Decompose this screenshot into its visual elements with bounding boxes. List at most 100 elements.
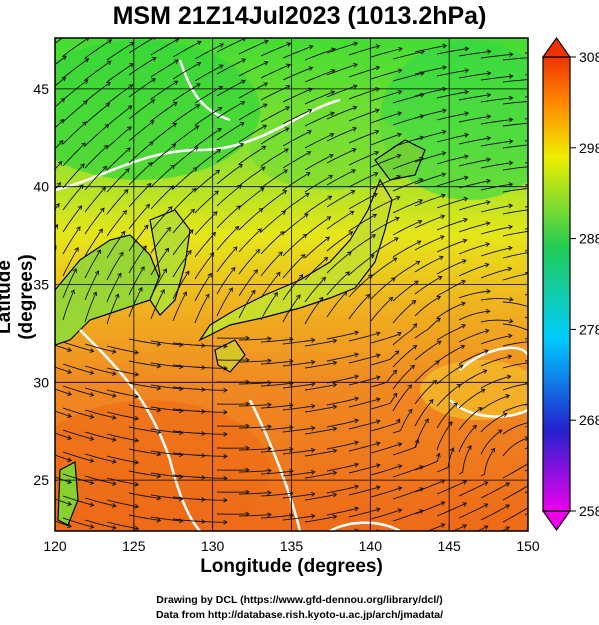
x-tick-label: 145	[437, 538, 461, 554]
streamline-arrowhead	[464, 46, 470, 52]
streamline	[436, 197, 468, 209]
streamline	[55, 344, 72, 352]
streamline-arrowhead	[195, 104, 201, 109]
streamline-arrowhead	[484, 349, 489, 354]
streamline-arrowhead	[353, 41, 359, 47]
streamline	[84, 343, 117, 353]
streamline-arrowhead	[127, 126, 132, 131]
x-tick-label: 150	[516, 538, 540, 554]
streamline	[348, 234, 376, 254]
streamline-arrowhead	[289, 469, 294, 474]
streamline	[216, 101, 245, 119]
streamline	[238, 166, 266, 187]
streamline	[260, 404, 293, 409]
streamline-arrowhead	[349, 210, 355, 216]
streamline-arrowhead	[310, 381, 316, 387]
streamline	[150, 123, 177, 144]
streamline-arrowhead	[531, 207, 535, 211]
streamline-arrowhead	[376, 23, 380, 27]
streamline-arrowhead	[453, 402, 458, 408]
streamline-arrowhead	[257, 228, 262, 234]
streamline-arrowhead	[374, 150, 380, 156]
streamline	[458, 158, 491, 167]
streamline-arrowhead	[419, 509, 425, 514]
streamline	[84, 228, 103, 257]
streamline-arrowhead	[111, 371, 117, 376]
streamline-arrowhead	[329, 153, 334, 159]
streamline-arrowhead	[89, 414, 95, 419]
streamline-arrowhead	[472, 424, 478, 430]
streamline	[150, 268, 167, 298]
streamline-arrowhead	[419, 532, 423, 536]
streamline-arrowhead	[146, 182, 152, 188]
streamline-arrowhead	[332, 426, 338, 432]
streamline-arrowhead	[125, 168, 130, 173]
streamline	[172, 188, 197, 212]
streamline	[238, 426, 272, 429]
streamline	[282, 130, 312, 147]
streamline	[502, 144, 528, 149]
streamline-arrowhead	[285, 106, 291, 111]
colorbar-tick-label: 258	[579, 503, 599, 519]
streamline-arrowhead	[482, 369, 488, 374]
streamline-arrowhead	[330, 90, 336, 95]
streamline-arrowhead	[237, 184, 242, 190]
streamline-arrowhead	[167, 206, 173, 211]
streamline-arrowhead	[185, 270, 190, 276]
streamline-arrowhead	[310, 513, 316, 519]
streamline	[502, 323, 528, 331]
streamline-arrowhead	[328, 174, 334, 180]
streamline-arrowhead	[354, 506, 360, 512]
streamline-arrowhead	[223, 497, 228, 503]
streamline-arrowhead	[554, 28, 558, 32]
x-tick-labels: 120 125 130 135 140 145 150	[43, 538, 540, 554]
streamline	[437, 27, 469, 32]
streamline	[304, 449, 337, 457]
streamline	[436, 280, 466, 297]
streamline-arrowhead	[58, 140, 64, 145]
streamline-arrowhead	[531, 143, 535, 147]
streamline-arrowhead	[289, 491, 294, 496]
streamline-arrowhead	[375, 397, 381, 403]
streamline-arrowhead	[326, 216, 332, 221]
streamline-arrowhead	[462, 238, 468, 244]
streamline	[150, 494, 183, 500]
streamline	[326, 211, 354, 230]
streamline-arrowhead	[529, 420, 533, 424]
streamline-arrowhead	[85, 38, 90, 42]
streamline	[502, 301, 528, 308]
streamline	[348, 376, 381, 386]
streamline	[436, 239, 467, 253]
streamline	[392, 199, 423, 214]
streamline	[55, 77, 66, 87]
streamline-arrowhead	[94, 270, 100, 276]
streamline-arrowhead	[375, 419, 381, 425]
streamline	[392, 300, 416, 324]
streamline-arrowhead	[530, 306, 534, 310]
y-tick-labels: 25 30 35 40 45	[33, 81, 49, 488]
streamline	[172, 167, 198, 190]
streamline-arrowhead	[410, 364, 416, 370]
streamline-arrowhead	[429, 399, 434, 404]
streamline	[348, 130, 379, 144]
streamline	[150, 101, 178, 122]
colorbar-tick-label: 308	[579, 49, 599, 65]
streamline	[238, 448, 272, 451]
streamline-arrowhead	[442, 108, 447, 114]
colorbar: 258 268 278 288 298 308	[541, 36, 599, 532]
streamline	[150, 227, 171, 254]
streamline-arrowhead	[464, 89, 470, 95]
streamline-arrowhead	[352, 126, 358, 132]
streamline-arrowhead	[508, 73, 514, 79]
streamline-arrowhead	[484, 262, 490, 268]
streamline	[238, 124, 267, 143]
streamline	[370, 69, 402, 80]
streamline	[172, 208, 195, 234]
streamline	[282, 515, 315, 521]
streamline-arrowhead	[310, 447, 316, 453]
streamline	[304, 277, 326, 303]
streamline-arrowhead	[128, 84, 134, 89]
streamline	[502, 252, 528, 259]
streamline-arrowhead	[89, 348, 95, 353]
streamline	[480, 482, 510, 499]
